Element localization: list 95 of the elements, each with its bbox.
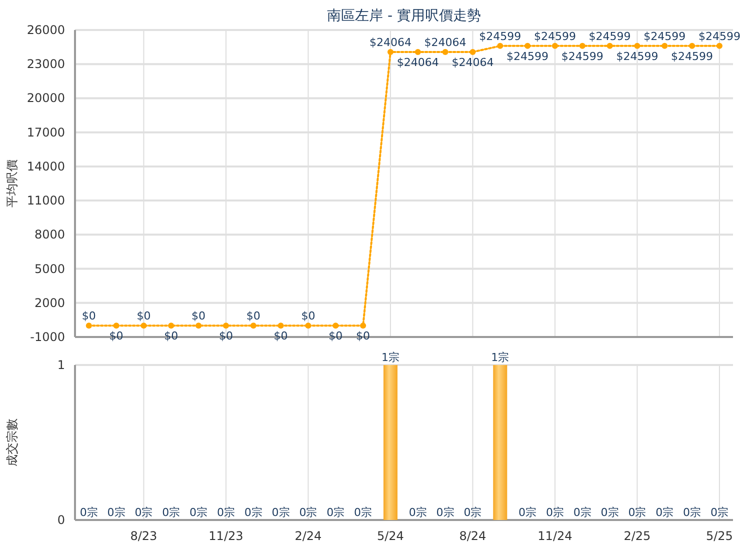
- data-label: 0宗: [134, 506, 153, 519]
- data-label: 0宗: [683, 506, 702, 519]
- point: [579, 42, 586, 49]
- y-tick-label: 17000: [26, 125, 65, 140]
- data-label: $0: [301, 310, 316, 323]
- data-label: $0: [356, 330, 370, 343]
- point: [222, 322, 229, 329]
- point: [332, 322, 339, 329]
- point: [140, 322, 147, 329]
- point: [196, 322, 202, 329]
- data-label: 0宗: [190, 506, 208, 519]
- y-tick-label: 5000: [34, 262, 65, 276]
- data-label: 1宗: [381, 351, 400, 364]
- data-label: $0: [164, 330, 178, 343]
- y-tick-label: 8000: [34, 228, 65, 242]
- y-tick-label: -1000: [30, 330, 65, 344]
- y-tick-label: 26000: [26, 23, 65, 37]
- data-label: 0宗: [326, 506, 345, 519]
- x-tick-label: 2/24: [294, 529, 322, 543]
- y-axis-title: 成交宗數: [5, 418, 19, 466]
- point: [86, 322, 92, 329]
- data-label: $0: [82, 310, 96, 323]
- point: [634, 42, 640, 49]
- data-label: 0宗: [162, 506, 180, 519]
- point: [305, 322, 312, 329]
- data-label: 0宗: [244, 506, 262, 519]
- data-label: 0宗: [600, 506, 619, 519]
- data-label: 0宗: [272, 506, 290, 519]
- data-label: 0宗: [216, 506, 235, 519]
- point: [250, 322, 256, 329]
- data-label: 0宗: [628, 506, 646, 519]
- x-tick-label: 5/25: [706, 529, 733, 543]
- data-label: $24064: [452, 56, 494, 70]
- point: [414, 49, 421, 56]
- data-label: $0: [136, 310, 151, 323]
- y-tick-label: 14000: [26, 159, 65, 174]
- data-label: 0宗: [546, 506, 564, 519]
- x-tick-label: 11/23: [208, 529, 244, 543]
- point: [497, 42, 504, 49]
- x-tick-label: 2/25: [624, 529, 651, 543]
- y-tick-label: 23000: [26, 57, 65, 72]
- data-label: $24599: [561, 50, 604, 63]
- x-tick-label: 11/24: [538, 529, 572, 543]
- point: [662, 42, 668, 49]
- data-label: $0: [218, 330, 233, 343]
- data-label: $0: [192, 310, 206, 323]
- x-tick-label: 5/24: [376, 529, 404, 543]
- y-tick-label: 1: [57, 358, 65, 372]
- data-label: $24599: [534, 30, 576, 43]
- point: [168, 322, 174, 329]
- data-label: 0宗: [299, 506, 318, 519]
- x-tick-label: 8/24: [459, 529, 486, 543]
- chart-title: 南區左岸 - 實用呎價走勢: [327, 8, 481, 24]
- y-tick-label: 2000: [34, 296, 65, 310]
- data-label: 0宗: [436, 506, 454, 519]
- point: [113, 322, 120, 329]
- point: [716, 42, 722, 49]
- y-tick-label: 11000: [26, 194, 65, 208]
- data-label: $24599: [698, 30, 740, 43]
- point: [689, 42, 696, 49]
- data-label: 1宗: [491, 351, 510, 364]
- data-label: $24599: [588, 30, 631, 43]
- data-label: $0: [328, 330, 343, 343]
- data-label: $24064: [424, 36, 466, 50]
- point: [387, 49, 394, 56]
- data-label: 0宗: [710, 506, 728, 519]
- data-label: $24599: [616, 50, 658, 63]
- data-label: 0宗: [518, 506, 537, 519]
- data-label: $24599: [671, 50, 714, 63]
- point: [524, 42, 531, 49]
- data-label: 0宗: [464, 506, 482, 519]
- data-label: $0: [109, 330, 124, 343]
- y-tick-label: 0: [57, 513, 65, 527]
- point: [606, 42, 613, 49]
- data-label: $0: [246, 310, 260, 323]
- data-label: 0宗: [573, 506, 592, 519]
- data-label: $24599: [506, 50, 549, 63]
- data-label: $24064: [369, 36, 412, 50]
- data-label: $24064: [396, 56, 439, 70]
- data-label: 0宗: [107, 506, 126, 519]
- data-label: 0宗: [656, 506, 674, 519]
- data-label: 0宗: [354, 506, 372, 519]
- point: [360, 322, 366, 329]
- data-label: 0宗: [80, 506, 98, 519]
- y-tick-label: 20000: [26, 91, 65, 106]
- data-label: $0: [274, 330, 288, 343]
- point: [552, 42, 558, 49]
- data-label: 0宗: [408, 506, 427, 519]
- point: [278, 322, 284, 329]
- x-tick-label: 8/23: [130, 529, 158, 543]
- data-label: $24599: [479, 30, 522, 43]
- point: [470, 49, 476, 56]
- y-axis-title: 平均呎價: [5, 160, 19, 208]
- point: [442, 49, 448, 56]
- data-label: $24599: [644, 30, 686, 43]
